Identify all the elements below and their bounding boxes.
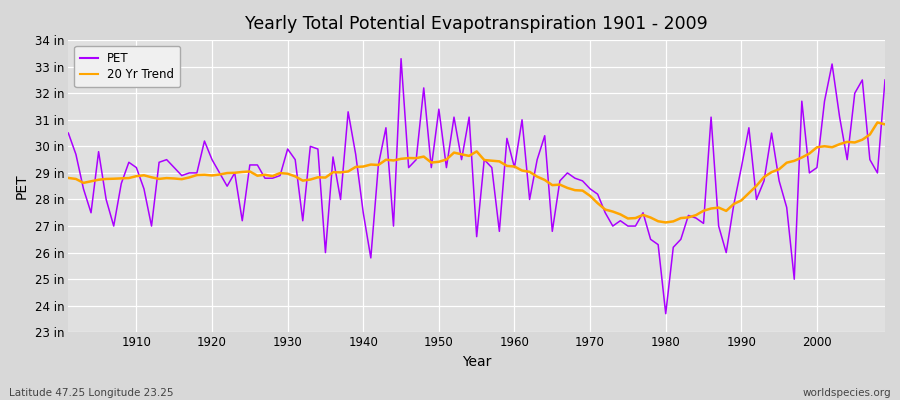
X-axis label: Year: Year: [462, 355, 491, 369]
Text: worldspecies.org: worldspecies.org: [803, 388, 891, 398]
Legend: PET, 20 Yr Trend: PET, 20 Yr Trend: [75, 46, 180, 87]
Y-axis label: PET: PET: [15, 173, 29, 199]
Title: Yearly Total Potential Evapotranspiration 1901 - 2009: Yearly Total Potential Evapotranspiratio…: [246, 15, 708, 33]
Text: Latitude 47.25 Longitude 23.25: Latitude 47.25 Longitude 23.25: [9, 388, 174, 398]
